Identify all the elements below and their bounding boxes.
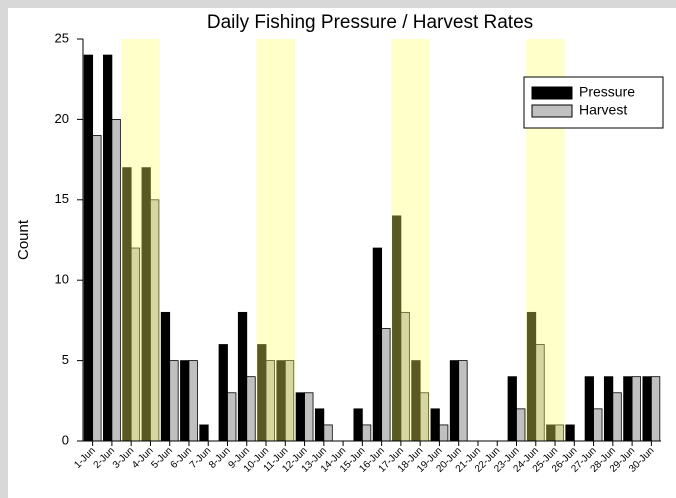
- y-tick-label: 20: [55, 111, 69, 126]
- x-tick-label: 2-Jun: [92, 445, 117, 470]
- bar: [323, 424, 333, 442]
- x-tick-label: 5-Jun: [149, 445, 174, 470]
- x-tick-label: 7-Jun: [188, 445, 213, 470]
- y-tick-label: 10: [55, 272, 69, 287]
- x-tick-label: 6-Jun: [169, 445, 194, 470]
- weekend-shade: [391, 39, 430, 441]
- x-tick-label: 8-Jun: [207, 445, 232, 470]
- legend-swatch: [531, 86, 573, 100]
- y-tick-label: 25: [55, 30, 69, 45]
- y-tick-label: 0: [62, 432, 69, 447]
- bar: [612, 392, 622, 442]
- bar: [246, 376, 256, 442]
- bar: [188, 360, 198, 442]
- bar: [314, 408, 325, 442]
- bar: [353, 408, 363, 442]
- bar: [507, 376, 517, 442]
- bar: [160, 311, 171, 442]
- x-tick-label: 3-Jun: [111, 445, 136, 470]
- bar: [218, 344, 228, 442]
- bar: [516, 408, 526, 442]
- legend-swatch: [531, 104, 573, 118]
- bar: [180, 360, 190, 442]
- y-tick-label: 15: [55, 191, 69, 206]
- bar: [304, 392, 314, 442]
- bar: [631, 376, 641, 442]
- bar: [584, 376, 594, 442]
- bar: [83, 54, 94, 442]
- y-tick-label: 5: [62, 352, 69, 367]
- bar: [361, 424, 372, 442]
- bar: [458, 360, 468, 442]
- bar: [111, 119, 121, 442]
- bar: [92, 135, 102, 442]
- bar: [623, 376, 633, 442]
- x-tick-label: 4-Jun: [130, 445, 155, 470]
- bar: [381, 328, 391, 442]
- legend-box: [523, 76, 664, 129]
- window-edge: [0, 0, 8, 498]
- bar: [603, 376, 614, 442]
- weekend-shade: [256, 39, 295, 441]
- bar: [593, 408, 603, 442]
- bar: [650, 376, 661, 442]
- legend-label: Harvest: [579, 102, 627, 118]
- bar: [430, 408, 440, 442]
- window-strip: [0, 0, 676, 8]
- bar: [237, 311, 248, 442]
- bar: [169, 360, 179, 442]
- bar: [295, 392, 305, 442]
- bar: [449, 360, 460, 442]
- bar: [103, 54, 113, 442]
- x-tick-label: 1-Jun: [72, 445, 97, 470]
- weekend-shade: [121, 39, 161, 441]
- bar: [227, 392, 237, 442]
- bar: [199, 424, 209, 442]
- y-axis-label: Count: [15, 219, 32, 260]
- legend-label: Pressure: [579, 84, 635, 100]
- bar: [439, 424, 449, 442]
- bar: [372, 247, 383, 442]
- bar: [565, 424, 575, 442]
- chart-title: Daily Fishing Pressure / Harvest Rates: [207, 12, 533, 33]
- bar: [642, 376, 652, 442]
